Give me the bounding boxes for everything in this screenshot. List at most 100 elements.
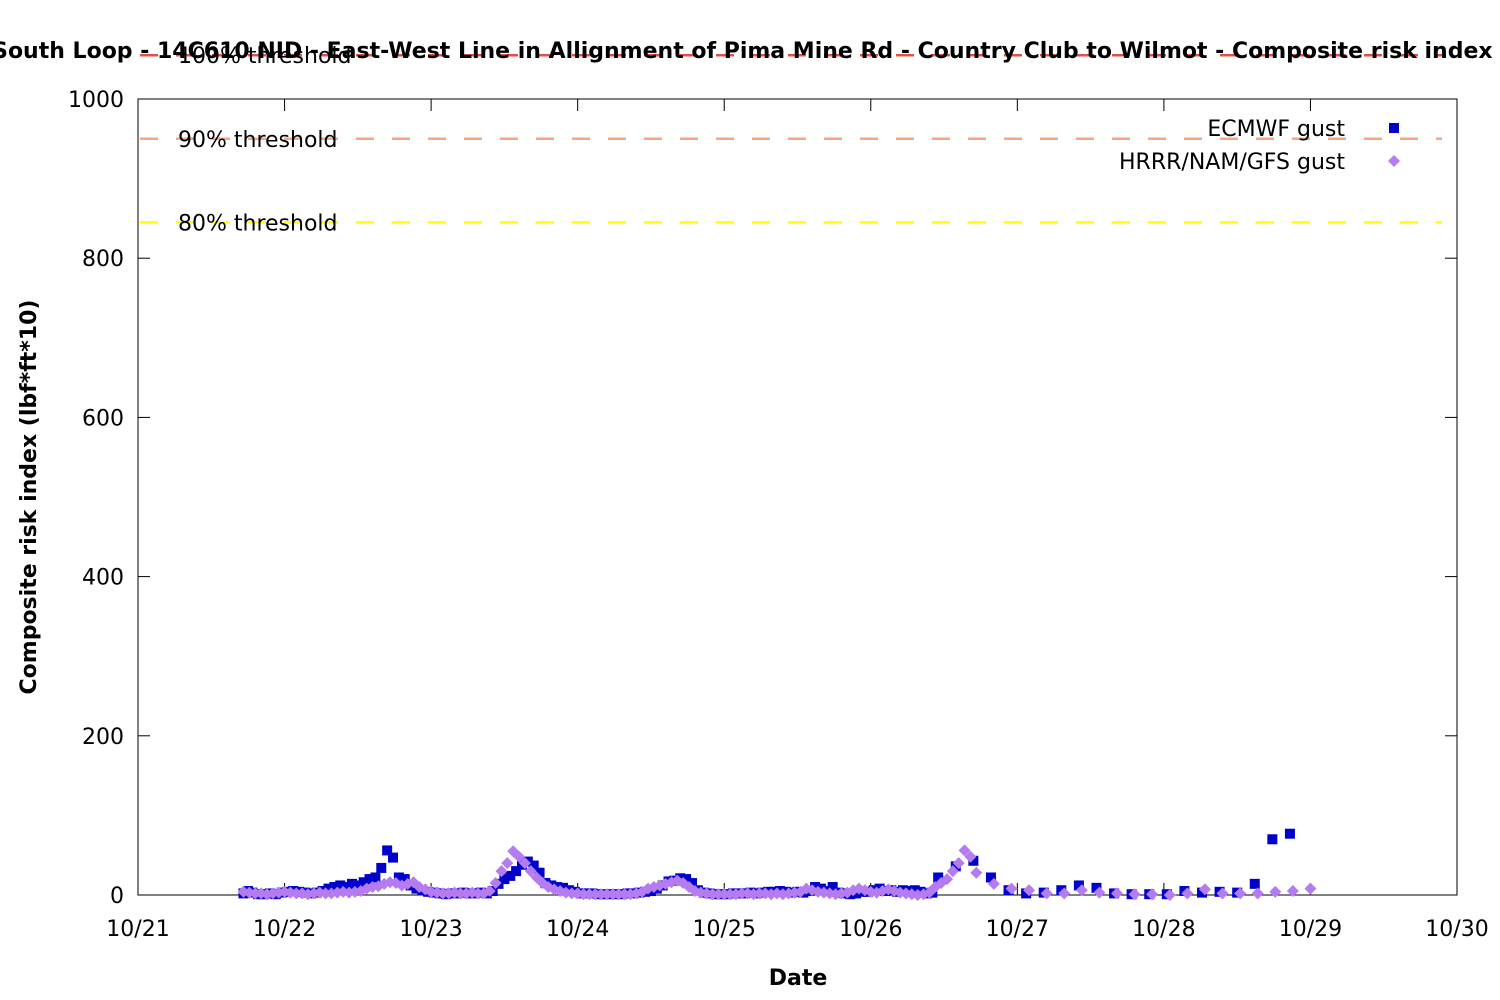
ecmwf-point xyxy=(968,855,979,866)
data-marks xyxy=(237,123,1400,901)
ecmwf-point xyxy=(681,874,692,885)
hrrr-point xyxy=(970,866,983,879)
x-tick-label: 10/24 xyxy=(546,917,609,942)
ecmwf-point xyxy=(352,880,363,891)
threshold-label-2: 80% threshold xyxy=(178,211,338,236)
x-tick-label: 10/26 xyxy=(839,917,902,942)
hrrr-point xyxy=(524,865,537,878)
hrrr-point xyxy=(1075,884,1088,897)
x-tick-label: 10/21 xyxy=(106,917,169,942)
x-tick-label: 10/22 xyxy=(253,917,316,942)
ecmwf-point xyxy=(382,845,393,856)
ecmwf-point xyxy=(686,878,697,889)
ecmwf-point xyxy=(505,870,516,881)
ecmwf-point xyxy=(393,872,404,883)
x-tick-label: 10/23 xyxy=(399,917,462,942)
hrrr-point xyxy=(958,844,971,857)
chart-title: 1 - South Loop - 14C610 NID - East-West … xyxy=(0,39,1500,64)
x-tick-label: 10/27 xyxy=(986,917,1049,942)
ecmwf-point xyxy=(499,874,510,885)
hrrr-point xyxy=(1023,884,1036,897)
x-tick-label: 10/28 xyxy=(1132,917,1195,942)
hrrr-point xyxy=(1093,886,1106,899)
ecmwf-point xyxy=(335,880,346,891)
hrrr-point xyxy=(1234,887,1247,900)
ecmwf-point xyxy=(388,852,399,863)
hrrr-point xyxy=(946,865,959,878)
legend-label-1: HRRR/NAM/GFS gust xyxy=(1119,150,1345,175)
ecmwf-point xyxy=(933,872,944,883)
legend-label-0: ECMWF gust xyxy=(1207,117,1345,142)
ecmwf-point xyxy=(985,872,996,883)
hrrr-point xyxy=(1304,882,1317,895)
threshold-layer: 100% threshold 90% threshold 80% threshold xyxy=(140,44,1442,236)
ecmwf-point xyxy=(815,883,826,894)
ecmwf-point xyxy=(1021,888,1032,899)
ecmwf-point xyxy=(376,862,387,873)
hrrr-point xyxy=(1163,889,1176,901)
legend: ECMWF gust HRRR/NAM/GFS gust xyxy=(1119,117,1345,175)
x-tick-label: 10/25 xyxy=(693,917,756,942)
ecmwf-point xyxy=(827,882,838,893)
hrrr-point xyxy=(495,865,508,878)
hrrr-point xyxy=(987,877,1000,890)
hrrr-point xyxy=(1216,887,1229,900)
hrrr-point xyxy=(964,850,977,863)
hrrr-point xyxy=(489,877,502,890)
y-tick-label: 800 xyxy=(82,247,124,272)
ecmwf-point xyxy=(1284,828,1295,839)
legend-marker-1 xyxy=(1388,155,1400,167)
ecmwf-point xyxy=(364,874,375,885)
x-tick-label: 10/29 xyxy=(1279,917,1342,942)
y-tick-label: 400 xyxy=(82,566,124,591)
hrrr-point xyxy=(1181,887,1194,900)
ecmwf-point xyxy=(1091,882,1102,893)
hrrr-point xyxy=(501,857,514,870)
ecmwf-point xyxy=(534,867,545,878)
hrrr-point xyxy=(1286,885,1299,898)
y-tick-label: 1000 xyxy=(68,88,124,113)
x-axis-title: Date xyxy=(769,966,828,991)
ecmwf-point xyxy=(341,882,352,893)
hrrr-point xyxy=(1058,887,1071,900)
hrrr-point xyxy=(1146,888,1159,901)
ecmwf-point xyxy=(1196,887,1207,898)
ecmwf-point xyxy=(370,872,381,883)
hrrr-point xyxy=(1128,888,1141,901)
hrrr-point xyxy=(513,850,526,863)
hrrr-point xyxy=(952,857,965,870)
hrrr-point xyxy=(483,885,496,898)
ecmwf-point xyxy=(810,882,821,893)
ecmwf-point xyxy=(358,877,369,888)
ecmwf-point xyxy=(558,882,569,893)
ecmwf-point xyxy=(528,860,539,871)
ecmwf-point xyxy=(909,885,920,896)
hrrr-point xyxy=(1040,887,1053,900)
threshold-label-0: 100% threshold xyxy=(178,44,352,69)
hrrr-point xyxy=(518,857,531,870)
ecmwf-point xyxy=(511,866,522,877)
threshold-label-1: 90% threshold xyxy=(178,128,338,153)
ecmwf-point xyxy=(346,878,357,889)
y-tick-label: 600 xyxy=(82,406,124,431)
ecmwf-point xyxy=(950,861,961,872)
hrrr-point xyxy=(1005,882,1018,895)
ecmwf-point xyxy=(399,874,410,885)
x-tick-label: 10/30 xyxy=(1425,917,1488,942)
ecmwf-point xyxy=(329,882,340,893)
y-tick-label: 0 xyxy=(110,884,124,909)
ecmwf-point xyxy=(1073,880,1084,891)
ecmwf-point xyxy=(1267,834,1278,845)
legend-marker-0 xyxy=(1389,123,1399,133)
axes: 10/21 10/22 10/23 10/24 10/25 10/26 10/27 10/28… xyxy=(68,88,1489,942)
hrrr-point xyxy=(1198,883,1211,896)
ecmwf-point xyxy=(323,883,334,894)
ecmwf-point xyxy=(851,888,862,899)
hrrr-point xyxy=(1269,885,1282,898)
hrrr-point xyxy=(940,873,953,886)
y-axis-title: Composite risk index (lbf*ft*10) xyxy=(17,300,42,695)
hrrr-point xyxy=(1251,887,1264,900)
ecmwf-point xyxy=(1056,885,1067,896)
